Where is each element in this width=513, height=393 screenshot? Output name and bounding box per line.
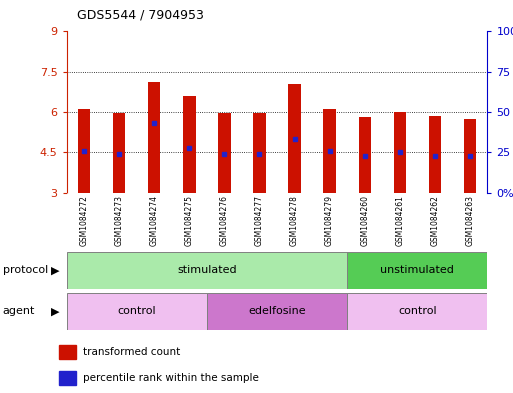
Text: GSM1084276: GSM1084276: [220, 195, 229, 246]
Text: GSM1084278: GSM1084278: [290, 195, 299, 246]
Bar: [59, 371, 76, 385]
Bar: [393, 112, 406, 193]
Text: agent: agent: [3, 307, 35, 316]
Text: control: control: [398, 307, 437, 316]
Text: GSM1084263: GSM1084263: [465, 195, 475, 246]
Text: transformed count: transformed count: [84, 347, 181, 357]
Text: GSM1084274: GSM1084274: [150, 195, 159, 246]
Text: percentile rank within the sample: percentile rank within the sample: [84, 373, 259, 383]
Bar: [324, 109, 336, 193]
Text: GSM1084260: GSM1084260: [360, 195, 369, 246]
Bar: [78, 109, 90, 193]
Text: protocol: protocol: [3, 265, 48, 275]
Bar: [253, 113, 266, 193]
Bar: [59, 345, 76, 359]
Bar: [359, 118, 371, 193]
Bar: [464, 119, 476, 193]
Bar: [67, 252, 347, 289]
Text: stimulated: stimulated: [177, 265, 236, 275]
Text: unstimulated: unstimulated: [380, 265, 454, 275]
Text: GSM1084272: GSM1084272: [80, 195, 89, 246]
Text: ▶: ▶: [50, 265, 59, 275]
Text: ▶: ▶: [50, 307, 59, 316]
Text: GSM1084273: GSM1084273: [115, 195, 124, 246]
Bar: [113, 113, 125, 193]
Text: control: control: [117, 307, 156, 316]
Bar: [67, 293, 207, 330]
Text: GDS5544 / 7904953: GDS5544 / 7904953: [77, 9, 204, 22]
Text: GSM1084279: GSM1084279: [325, 195, 334, 246]
Text: GSM1084261: GSM1084261: [395, 195, 404, 246]
Bar: [288, 84, 301, 193]
Bar: [207, 293, 347, 330]
Bar: [219, 113, 230, 193]
Bar: [347, 252, 487, 289]
Text: edelfosine: edelfosine: [248, 307, 306, 316]
Bar: [148, 83, 161, 193]
Bar: [347, 293, 487, 330]
Text: GSM1084275: GSM1084275: [185, 195, 194, 246]
Bar: [429, 116, 441, 193]
Text: GSM1084277: GSM1084277: [255, 195, 264, 246]
Text: GSM1084262: GSM1084262: [430, 195, 439, 246]
Bar: [183, 96, 195, 193]
